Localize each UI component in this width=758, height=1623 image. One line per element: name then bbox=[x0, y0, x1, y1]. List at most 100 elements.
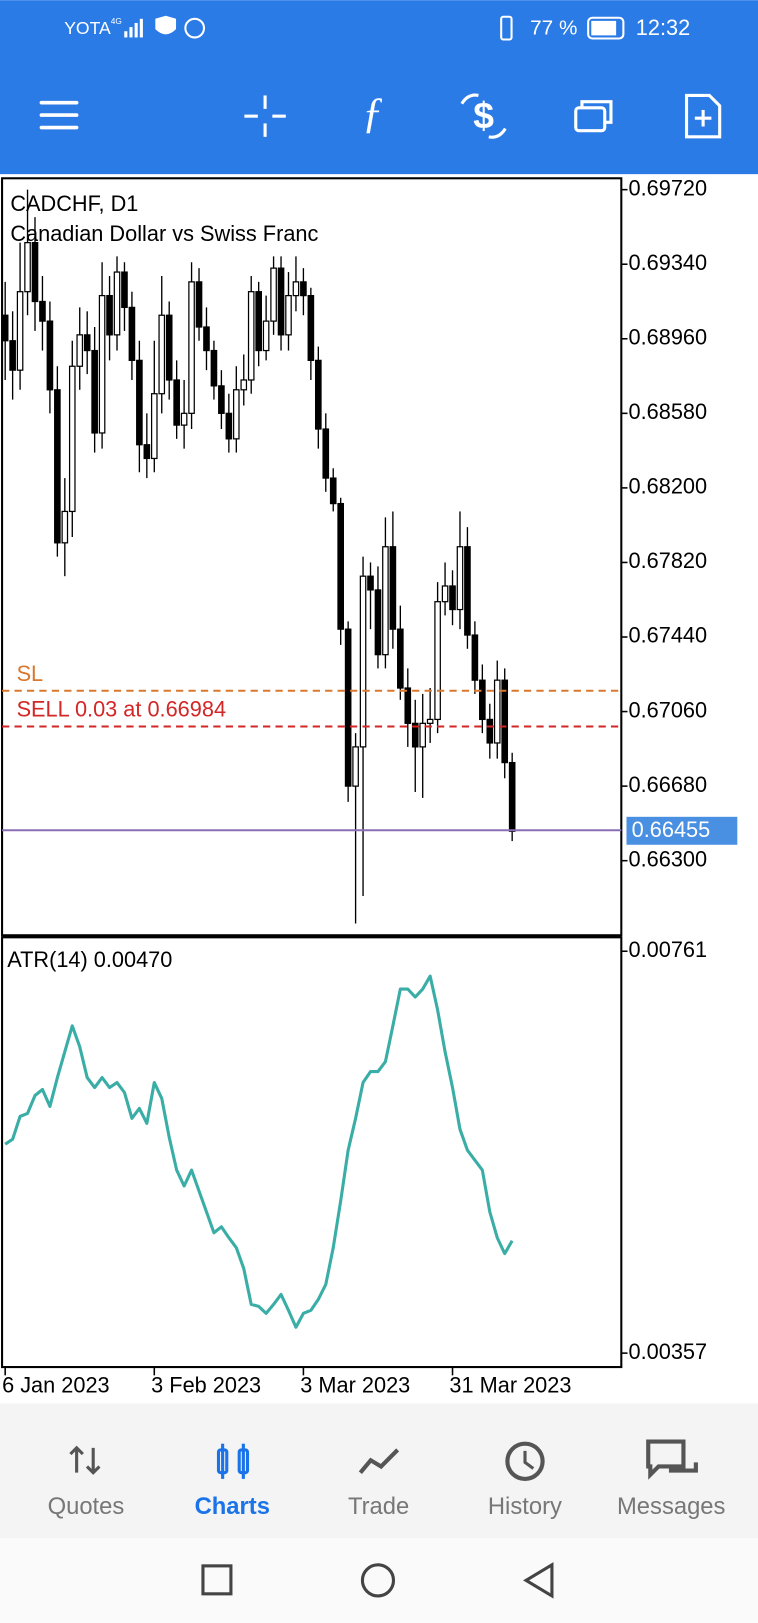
recents-button[interactable] bbox=[201, 1564, 233, 1596]
candle-body bbox=[270, 267, 277, 322]
candle-body bbox=[322, 428, 330, 479]
candle-body bbox=[307, 294, 315, 361]
candle-body bbox=[128, 306, 136, 361]
candle-body bbox=[91, 349, 98, 434]
candle-body bbox=[397, 628, 404, 689]
trade-button[interactable]: $ bbox=[460, 93, 507, 139]
home-button[interactable] bbox=[360, 1563, 396, 1598]
candle-body bbox=[374, 589, 382, 656]
candle-body bbox=[434, 601, 441, 721]
x-tick-label: 31 Mar 2023 bbox=[449, 1372, 571, 1397]
candle-body bbox=[210, 349, 218, 387]
chart-subtitle: Canadian Dollar vs Swiss Franc bbox=[10, 221, 318, 246]
atr-line bbox=[4, 974, 514, 1329]
candle-body bbox=[419, 722, 427, 748]
candle-body bbox=[359, 575, 367, 748]
candle-body bbox=[31, 242, 39, 303]
candle-body bbox=[39, 300, 46, 322]
y-tick-label: 0.67440 bbox=[629, 623, 708, 648]
candle-body bbox=[344, 628, 352, 787]
svg-text:$: $ bbox=[473, 94, 494, 136]
candle-body bbox=[262, 320, 270, 352]
candle-body bbox=[315, 359, 322, 430]
y-tick-label: 0.68960 bbox=[629, 325, 708, 350]
candle-body bbox=[486, 718, 494, 744]
battery-text: 77 % bbox=[530, 17, 577, 40]
nav-label[interactable]: History bbox=[488, 1493, 562, 1520]
candle-body bbox=[382, 546, 389, 656]
system-nav bbox=[0, 1537, 758, 1623]
candle-body bbox=[98, 294, 106, 434]
candle-body bbox=[225, 412, 233, 440]
candle-body bbox=[121, 271, 128, 309]
x-tick-label: 3 Mar 2023 bbox=[300, 1372, 410, 1397]
y-tick-label: 0.66300 bbox=[629, 846, 708, 871]
back-button[interactable] bbox=[523, 1562, 554, 1599]
candle-body bbox=[232, 389, 240, 440]
candle-body bbox=[180, 412, 188, 426]
candle-body bbox=[411, 722, 419, 748]
candle-body bbox=[136, 359, 143, 446]
clock: 12:32 bbox=[636, 15, 690, 40]
nav-label[interactable]: Messages bbox=[617, 1493, 726, 1520]
candle-body bbox=[76, 334, 84, 367]
candle-body bbox=[188, 281, 195, 414]
candle-body bbox=[165, 314, 173, 381]
candle-body bbox=[150, 393, 158, 460]
y-tick-label: 0.69340 bbox=[629, 250, 708, 275]
candle-body bbox=[173, 379, 180, 426]
candle-body bbox=[218, 385, 225, 414]
candle-body bbox=[255, 291, 262, 352]
candle-body bbox=[106, 294, 113, 336]
carrier: YOTA bbox=[64, 18, 111, 38]
y-tick-label: 0.68200 bbox=[629, 474, 708, 499]
candle-body bbox=[240, 379, 248, 391]
nav-label[interactable]: Charts bbox=[195, 1493, 270, 1520]
candle-body bbox=[389, 546, 397, 630]
crosshair-button[interactable] bbox=[244, 95, 286, 137]
nav-label[interactable]: Quotes bbox=[48, 1493, 125, 1520]
nav-label[interactable]: Trade bbox=[348, 1493, 409, 1520]
candle-body bbox=[24, 242, 31, 293]
candle-body bbox=[285, 294, 292, 336]
candle-body bbox=[508, 761, 516, 832]
header-bg bbox=[0, 0, 758, 175]
candle-body bbox=[195, 281, 203, 328]
x-tick-label: 6 Jan 2023 bbox=[2, 1372, 110, 1397]
candle-body bbox=[501, 679, 509, 764]
chart-title: CADCHF, D1 bbox=[10, 191, 138, 216]
candle-body bbox=[292, 281, 300, 297]
candle-body bbox=[46, 320, 54, 391]
y-tick-label: 0.69720 bbox=[629, 175, 708, 200]
candle-body bbox=[247, 291, 255, 381]
atr-panel bbox=[1, 936, 623, 1369]
candle-body bbox=[471, 634, 479, 681]
current-price-tag bbox=[626, 816, 738, 845]
candle-body bbox=[143, 444, 151, 460]
nav-items: Quotes Charts Trade History Messages bbox=[48, 1493, 726, 1520]
order-level-label: SELL 0.03 at 0.66984 bbox=[17, 697, 226, 722]
network: 4G bbox=[111, 17, 122, 26]
candle-body bbox=[83, 334, 91, 352]
windows-button[interactable] bbox=[574, 100, 613, 133]
y-tick-label: 0.67060 bbox=[629, 697, 708, 722]
shield-icon bbox=[155, 15, 177, 35]
menu-button[interactable] bbox=[39, 100, 79, 130]
candle-body bbox=[404, 687, 412, 724]
candle-body bbox=[329, 477, 337, 505]
candle-body bbox=[113, 271, 121, 336]
atr-title: ATR(14) 0.00470 bbox=[7, 947, 172, 972]
bottom-nav bbox=[0, 1403, 758, 1538]
y-tick-label: 0.67820 bbox=[629, 548, 708, 573]
whatsapp-icon bbox=[184, 17, 206, 39]
nav-icons bbox=[69, 1439, 698, 1481]
candle-body bbox=[1, 314, 9, 342]
new-order-button[interactable] bbox=[684, 93, 722, 139]
candle-body bbox=[456, 546, 464, 611]
chart-layer: 0.69720 0.69340 0.68960 0.68580 0.68200 0.678… bbox=[1, 175, 738, 1397]
candle-body bbox=[9, 340, 16, 371]
vibrate-icon bbox=[500, 15, 513, 41]
indicators-button[interactable]: ƒ bbox=[362, 89, 384, 137]
candle-body bbox=[277, 267, 285, 336]
